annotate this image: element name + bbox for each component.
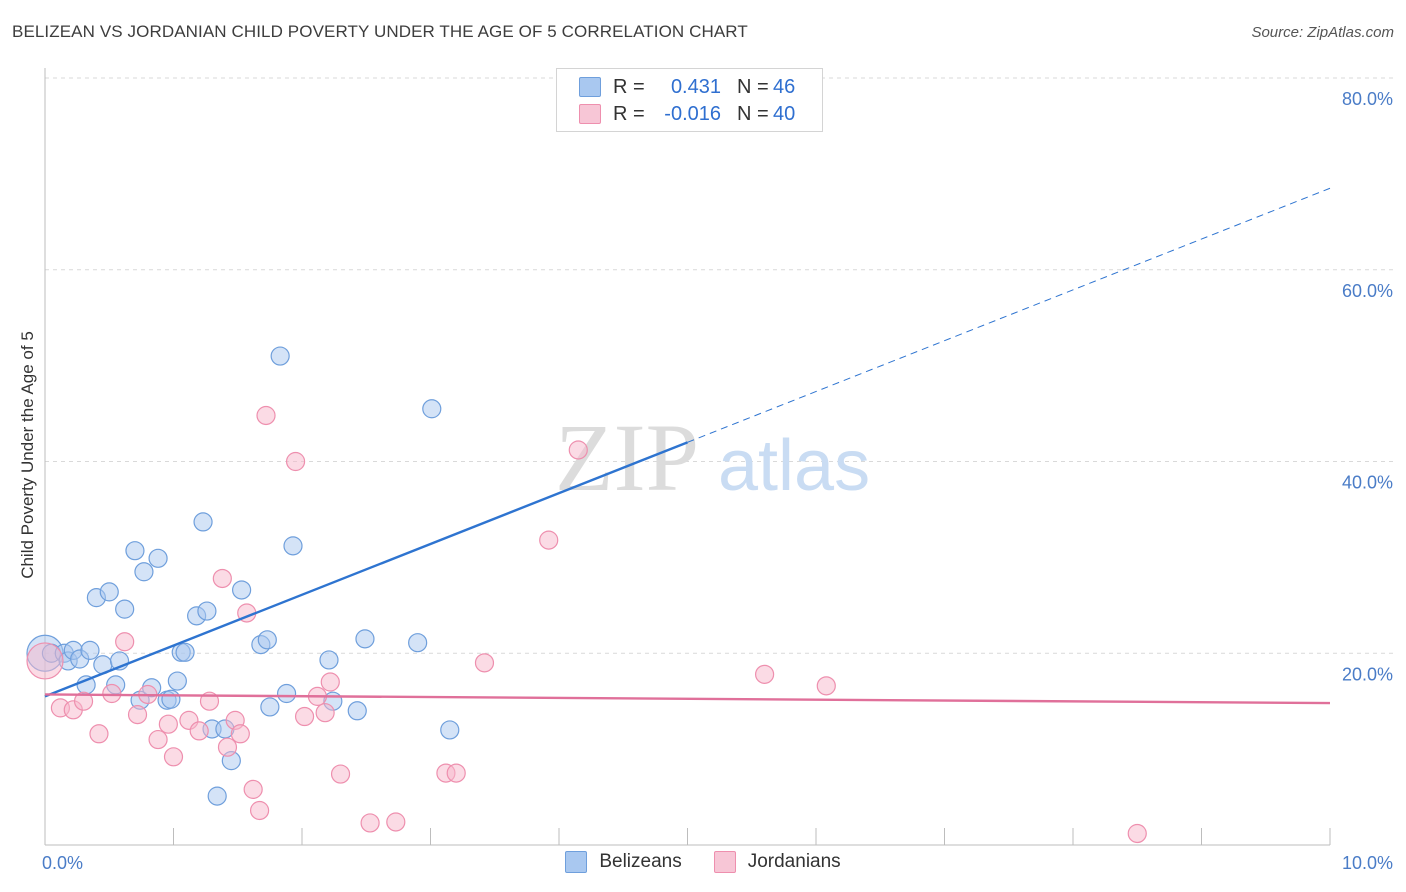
point-jordanians xyxy=(163,747,184,767)
point-jordanians xyxy=(474,653,495,673)
legend-row-belizeans: R = 0.431 N = 46 xyxy=(579,74,795,100)
point-jordanians xyxy=(285,451,306,472)
correlation-legend: R = 0.431 N = 46 R = -0.016 N = 40 xyxy=(556,68,823,132)
point-belizeans xyxy=(197,601,217,621)
point-jordanians xyxy=(315,703,335,723)
y-tick-label: 80.0% xyxy=(1342,89,1393,109)
point-jordanians xyxy=(446,763,466,783)
point-jordanians xyxy=(1127,823,1147,844)
point-belizeans xyxy=(347,701,367,721)
point-jordanians xyxy=(230,724,250,744)
point-jordanians xyxy=(294,706,315,727)
point-belizeans xyxy=(276,683,297,704)
point-jordanians xyxy=(330,764,351,784)
y-tick-label: 60.0% xyxy=(1342,281,1393,301)
point-belizeans xyxy=(283,536,303,556)
legend-n-value: 46 xyxy=(773,75,796,98)
legend-n-value: 40 xyxy=(773,102,796,125)
point-belizeans xyxy=(134,562,154,582)
point-belizeans xyxy=(193,512,213,532)
point-belizeans xyxy=(148,548,168,568)
point-jordanians xyxy=(256,405,276,426)
point-belizeans xyxy=(355,629,375,649)
legend-r-value: 0.431 xyxy=(670,75,721,98)
legend-r-label: R = xyxy=(613,75,645,98)
chart-title: BELIZEAN VS JORDANIAN CHILD POVERTY UNDE… xyxy=(12,22,748,41)
point-jordanians xyxy=(189,721,209,741)
axes xyxy=(44,68,1331,846)
x-tick-label: 0.0% xyxy=(42,853,83,873)
trend-lines xyxy=(44,187,1331,705)
legend-item-belizeans[interactable]: Belizeans xyxy=(565,851,682,873)
y-axis-label: Child Poverty Under the Age of 5 xyxy=(18,331,37,579)
legend-n-label: N = xyxy=(737,75,769,98)
chart-source: Source: ZipAtlas.com xyxy=(1251,24,1394,41)
y-tick-label: 20.0% xyxy=(1342,664,1393,684)
trend-line-belizeans-extension xyxy=(687,187,1331,443)
point-jordanians xyxy=(158,714,178,734)
point-jordanians xyxy=(115,632,135,652)
legend-row-jordanians: R = -0.016 N = 40 xyxy=(579,101,795,127)
legend-item-jordanians[interactable]: Jordanians xyxy=(713,851,841,873)
point-belizeans xyxy=(440,720,460,740)
point-jordanians xyxy=(217,737,238,757)
point-belizeans xyxy=(115,599,135,619)
point-jordanians xyxy=(754,664,775,684)
point-belizeans xyxy=(80,640,100,660)
point-jordanians xyxy=(26,642,64,680)
legend-swatch-jordanians xyxy=(713,851,736,873)
legend-label-jordanians: Jordanians xyxy=(747,851,841,872)
point-jordanians xyxy=(89,724,109,744)
y-tick-label: 40.0% xyxy=(1342,473,1393,493)
point-jordanians xyxy=(73,691,94,711)
legend-swatch-pink xyxy=(579,104,601,124)
series-legend: Belizeans Jordanians xyxy=(0,851,1406,873)
point-belizeans xyxy=(319,650,339,670)
data-points xyxy=(26,92,1147,844)
point-belizeans xyxy=(175,642,195,662)
legend-n-label: N = xyxy=(737,102,769,125)
x-tick-label: 10.0% xyxy=(1342,853,1393,873)
point-jordanians xyxy=(249,800,270,821)
legend-r-value: -0.016 xyxy=(664,102,721,125)
point-belizeans xyxy=(232,580,252,600)
point-belizeans xyxy=(161,689,181,709)
legend-swatch-blue xyxy=(579,77,601,97)
point-belizeans xyxy=(260,697,280,717)
legend-swatch-belizeans xyxy=(565,851,588,873)
trend-line-belizeans xyxy=(44,441,688,698)
point-belizeans xyxy=(167,671,187,691)
grid-lines xyxy=(45,77,1395,654)
point-belizeans xyxy=(422,399,442,419)
point-belizeans xyxy=(207,786,227,806)
point-jordanians xyxy=(539,530,559,550)
point-jordanians xyxy=(386,812,406,832)
point-jordanians xyxy=(148,729,168,750)
point-jordanians xyxy=(568,440,588,460)
point-jordanians xyxy=(127,705,148,725)
point-jordanians xyxy=(102,683,122,704)
legend-label-belizeans: Belizeans xyxy=(599,851,682,872)
trend-line-jordanians xyxy=(44,693,1331,705)
point-belizeans xyxy=(270,346,290,366)
point-jordanians xyxy=(360,813,380,833)
point-jordanians xyxy=(212,568,232,589)
watermark-atlas: atlas xyxy=(718,426,870,506)
point-jordanians xyxy=(816,676,836,696)
point-belizeans xyxy=(125,541,145,561)
point-belizeans xyxy=(99,582,119,602)
legend-r-label: R = xyxy=(613,102,645,125)
tick-labels: 20.0% 40.0% 60.0% 80.0% 0.0% 10.0% xyxy=(42,89,1393,873)
point-belizeans xyxy=(408,633,428,653)
point-jordanians xyxy=(243,779,263,799)
point-belizeans xyxy=(257,630,277,650)
point-jordanians xyxy=(320,672,340,692)
